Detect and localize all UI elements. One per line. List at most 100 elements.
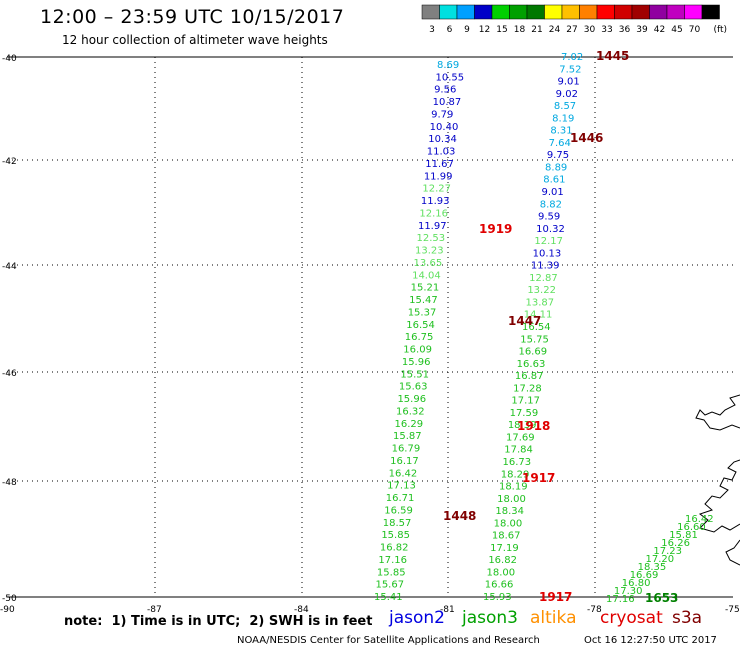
- legend-label: 39: [636, 25, 648, 35]
- legend-label: 6: [447, 25, 453, 35]
- mission-jason2: jason2: [389, 608, 445, 628]
- swh-label-track-a: 11.67: [425, 159, 454, 170]
- swh-label-track-b: 8.19: [552, 113, 574, 124]
- swh-label-track-a: 13.23: [415, 246, 444, 257]
- swh-label-track-a: 12.16: [419, 208, 448, 219]
- swh-label-track-a: 17.13: [387, 481, 416, 492]
- swh-label-track-a: 10.40: [430, 122, 459, 133]
- swh-label-track-b: 9.01: [542, 187, 564, 198]
- swh-label-track-a: 16.79: [392, 444, 421, 455]
- swh-label-track-b: 7.52: [559, 64, 581, 75]
- pass-time-label: 1917: [539, 590, 572, 604]
- swh-label-track-a: 15.96: [397, 394, 426, 405]
- swh-label-track-b: 16.63: [517, 359, 546, 370]
- swh-label-track-a: 16.32: [396, 406, 425, 417]
- lat-tick-label: -42: [2, 157, 17, 167]
- legend-swatch: [509, 4, 528, 20]
- legend-swatch: [666, 4, 685, 20]
- swh-label-track-a: 16.54: [406, 320, 435, 331]
- swh-label-track-b: 8.61: [543, 175, 565, 186]
- swh-label-track-a: 15.51: [400, 369, 429, 380]
- lat-tick-label: -48: [2, 478, 17, 488]
- swh-label-track-b: 18.00: [494, 518, 523, 529]
- swh-label-track-a: 9.56: [434, 85, 456, 96]
- lon-tick-label: -75: [725, 605, 740, 615]
- pass-time-label: 1445: [596, 49, 629, 63]
- swh-label-track-a: 18.57: [383, 518, 412, 529]
- swh-label-track-a: 16.42: [389, 468, 418, 479]
- lon-tick-label: -87: [147, 605, 162, 615]
- swh-label-track-b: 10.13: [533, 248, 562, 259]
- swh-label-track-b: 9.02: [556, 89, 578, 100]
- legend-swatch: [474, 4, 493, 20]
- swh-label-track-b: 8.57: [554, 101, 576, 112]
- swh-label-track-c: 17.16: [606, 594, 635, 605]
- swh-label-track-b: 11.39: [531, 261, 560, 272]
- pass-time-label: 1446: [570, 131, 603, 145]
- swh-label-track-b: 9.59: [538, 212, 560, 223]
- swh-label-track-a: 17.16: [378, 555, 407, 566]
- swh-label-track-c: 16.42: [685, 514, 714, 525]
- legend-label: 30: [584, 25, 596, 35]
- swh-label-track-a: 11.97: [418, 221, 447, 232]
- swh-label-track-b: 13.22: [527, 285, 556, 296]
- legend-label: 18: [514, 25, 526, 35]
- swh-label-track-a: 16.29: [395, 419, 424, 430]
- swh-label-track-b: 16.82: [488, 555, 517, 566]
- pass-time-label: 1918: [517, 419, 550, 433]
- legend-label: 12: [479, 25, 490, 35]
- swh-label-track-b: 18.00: [487, 567, 516, 578]
- swh-label-track-b: 16.66: [485, 580, 514, 591]
- legend-swatch: [701, 4, 720, 20]
- mission-s3a: s3a: [672, 608, 703, 628]
- lat-tick-label: -40: [2, 54, 17, 64]
- swh-label-track-b: 18.39: [508, 420, 537, 431]
- swh-label-track-c: 17.23: [653, 546, 682, 557]
- swh-label-track-b: 9.01: [557, 77, 579, 88]
- legend-swatch: [526, 4, 545, 20]
- swh-label-track-a: 15.96: [402, 357, 431, 368]
- legend-label: 36: [619, 25, 631, 35]
- swh-label-track-a: 15.85: [377, 567, 406, 578]
- swh-label-track-a: 10.34: [428, 134, 457, 145]
- coastline: [695, 394, 740, 431]
- lat-tick-label: -46: [2, 369, 17, 379]
- legend-label: 21: [531, 25, 542, 35]
- swh-label-track-b: 8.89: [545, 162, 567, 173]
- swh-label-track-b: 18.29: [501, 469, 530, 480]
- mission-altika: altika: [530, 608, 577, 628]
- legend-label: 24: [549, 25, 561, 35]
- swh-label-track-b: 9.75: [547, 150, 569, 161]
- swh-label-track-c: 16.69: [630, 570, 659, 581]
- footer-note: note: 1) Time is in UTC; 2) SWH is in fe…: [64, 614, 373, 629]
- swh-label-track-b: 7.64: [549, 138, 571, 149]
- swh-label-track-b: 14.11: [524, 310, 553, 321]
- swh-label-track-b: 16.54: [522, 322, 551, 333]
- swh-label-track-a: 13.65: [414, 258, 443, 269]
- legend-label: 3: [429, 25, 435, 35]
- page-title: 12:00 – 23:59 UTC 10/15/2017: [40, 6, 345, 28]
- swh-label-track-a: 11.03: [427, 147, 456, 158]
- legend-swatch: [561, 4, 580, 20]
- mission-cryosat: cryosat: [600, 608, 663, 628]
- swh-label-track-b: 17.28: [513, 383, 542, 394]
- mission-jason3: jason3: [462, 608, 518, 628]
- swh-label-track-b: 8.82: [540, 199, 562, 210]
- swh-label-track-a: 16.82: [380, 543, 409, 554]
- swh-label-track-a: 8.69: [437, 60, 459, 71]
- swh-label-track-b: 18.67: [492, 531, 521, 542]
- pass-time-label: 1919: [479, 222, 512, 236]
- swh-label-track-a: 15.21: [411, 283, 440, 294]
- swh-label-track-b: 13.87: [526, 297, 555, 308]
- swh-label-track-b: 7.02: [561, 52, 583, 63]
- swh-label-track-a: 15.87: [393, 431, 422, 442]
- lon-tick-label: -78: [587, 605, 602, 615]
- swh-label-track-b: 12.17: [534, 236, 563, 247]
- pass-time-label: 1448: [443, 509, 476, 523]
- lon-tick-label: -84: [294, 605, 309, 615]
- legend-label: 45: [671, 25, 682, 35]
- pass-time-label: 1447: [508, 314, 541, 328]
- swh-label-track-a: 10.87: [433, 97, 462, 108]
- coastline: [698, 459, 740, 533]
- swh-label-track-b: 17.59: [510, 408, 539, 419]
